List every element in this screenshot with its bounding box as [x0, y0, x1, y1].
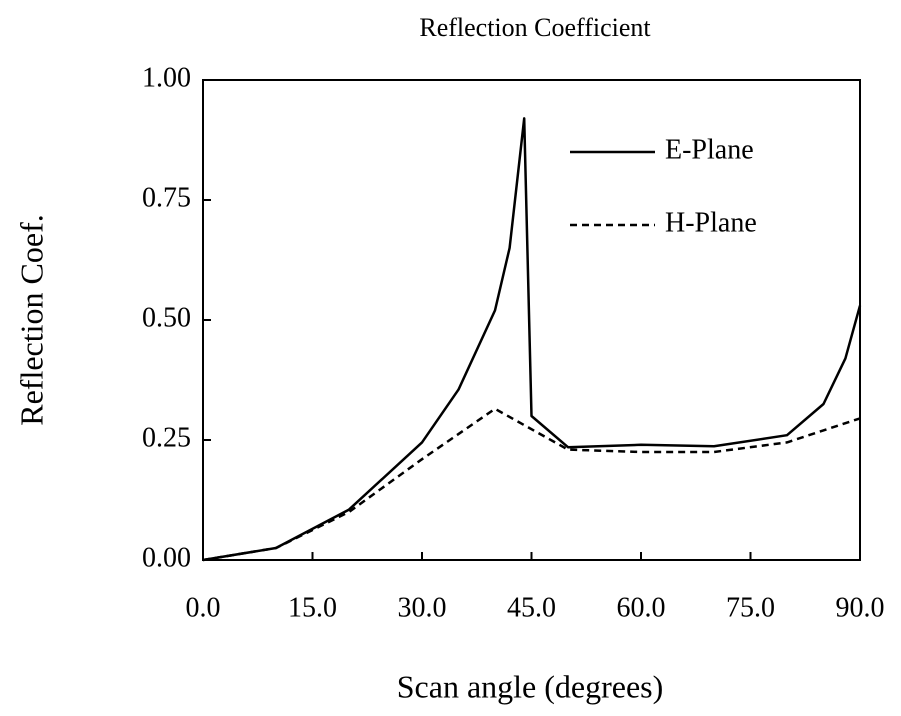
y-tick-label: 0.25: [142, 422, 191, 453]
x-tick-label: 30.0: [398, 592, 447, 623]
chart-title: Reflection Coefficient: [419, 13, 651, 42]
x-tick-label: 60.0: [617, 592, 666, 623]
y-tick-label: 0.50: [142, 302, 191, 333]
y-axis-label: Reflection Coef.: [13, 214, 49, 425]
x-tick-label: 0.0: [186, 592, 221, 623]
y-tick-label: 1.00: [142, 62, 191, 93]
legend-label: E-Plane: [665, 134, 754, 165]
x-tick-label: 45.0: [507, 592, 556, 623]
y-tick-label: 0.75: [142, 182, 191, 213]
y-tick-label: 0.00: [142, 542, 191, 573]
legend-label: H-Plane: [665, 207, 757, 238]
x-tick-label: 90.0: [836, 592, 885, 623]
series-line: [202, 407, 861, 562]
x-tick-label: 75.0: [726, 592, 775, 623]
plot-frame: [202, 79, 861, 561]
x-tick-label: 15.0: [288, 592, 337, 623]
x-axis-label: Scan angle (degrees): [397, 668, 664, 704]
series-line: [202, 117, 862, 562]
